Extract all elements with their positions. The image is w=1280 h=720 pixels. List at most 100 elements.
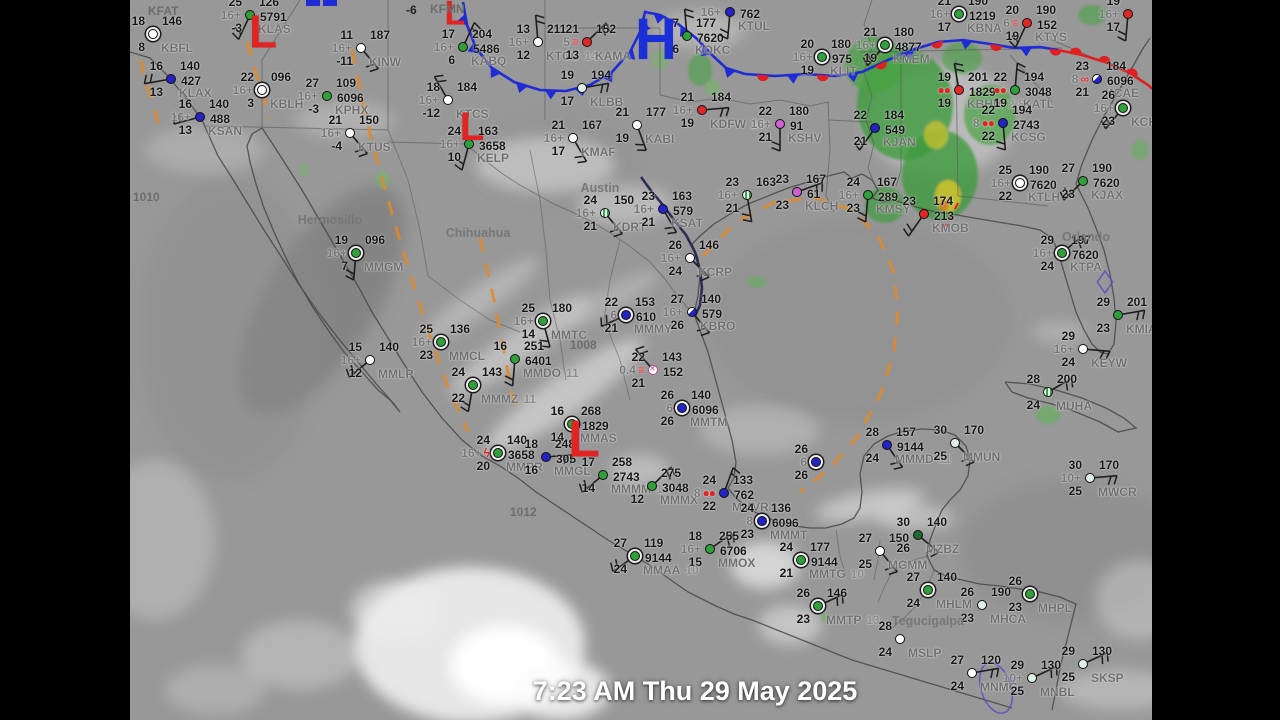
temperature: 29 — [1096, 295, 1110, 309]
pressure: 194 — [1012, 103, 1033, 117]
station-id: MSLP — [908, 646, 942, 660]
visibility-weather: 16+ — [439, 137, 460, 151]
pressure: 130 — [1092, 644, 1113, 658]
dewpoint: 8 — [138, 40, 145, 54]
cloud-height: 152 — [1037, 18, 1058, 32]
station-id: KBLH — [270, 97, 304, 111]
visibility-weather: 16+ — [700, 5, 721, 19]
station-dot — [436, 337, 446, 347]
station-id: MMPR — [506, 460, 543, 474]
pressure: 146 — [699, 238, 720, 252]
visibility-weather: 6 — [666, 401, 673, 415]
pressure: 140 — [507, 433, 528, 447]
visibility-weather: 16+ — [411, 335, 432, 349]
temperature: 25 — [228, 0, 242, 9]
city-label: Austin — [580, 181, 620, 195]
pressure: 163 — [478, 124, 499, 138]
cloud-height: 3048 — [1025, 85, 1052, 99]
dewpoint: 22 — [451, 391, 465, 405]
station-dot — [792, 187, 802, 197]
dewpoint: 23 — [1008, 600, 1022, 614]
station-dot — [647, 481, 657, 491]
dewpoint: 25 — [933, 449, 947, 463]
cloud-height: 2743 — [613, 470, 640, 484]
pressure: 174 — [933, 194, 954, 208]
station-id: MMUN — [963, 450, 1001, 464]
map-annotation: 1012 — [510, 505, 537, 519]
station-dot — [345, 128, 355, 138]
station-dot — [954, 85, 964, 95]
temperature: 27 — [858, 531, 872, 545]
temperature: 18 — [131, 14, 145, 28]
pressure: 167 — [877, 175, 898, 189]
dewpoint: 7 — [341, 259, 348, 273]
cloud-height: 1219 — [969, 9, 996, 23]
cloud-height: 152 — [663, 365, 684, 379]
pressure: 184 — [884, 108, 905, 122]
station-id: KJAX — [1091, 188, 1124, 202]
temperature: 29 — [1010, 658, 1024, 672]
station-dot — [443, 95, 453, 105]
cloud-height: 213 — [934, 209, 955, 223]
dewpoint: 23 — [740, 527, 754, 541]
dewpoint: 12 — [630, 492, 644, 506]
dewpoint: 24 — [865, 451, 879, 465]
station-id: KMAF — [581, 145, 616, 159]
cloud-height: 427 — [181, 74, 202, 88]
station-id: MMTG 10 — [809, 567, 865, 581]
temperature: 19 — [937, 70, 951, 84]
pressure: 163 — [672, 189, 693, 203]
station-id: MMTP 13 — [826, 613, 880, 627]
station-dot — [1123, 9, 1133, 19]
station-dot — [648, 365, 658, 375]
station-id: KABQ — [471, 54, 507, 68]
pressure: 180 — [894, 25, 915, 39]
pressure: 136 — [771, 501, 792, 515]
station-id: KMEM — [893, 52, 930, 66]
station-id: MMMZ 11 — [481, 392, 537, 406]
station-dot — [677, 403, 687, 413]
map-annotation: 1010 — [133, 190, 160, 204]
cloud-height: 6096 — [772, 516, 799, 530]
station-id: KCRP — [698, 265, 733, 279]
dewpoint: 24 — [613, 562, 627, 576]
temperature: 18 — [688, 529, 702, 543]
dewpoint: 16 — [524, 463, 538, 477]
dewpoint: 6 — [672, 42, 679, 56]
dewpoint: 19 — [615, 131, 629, 145]
dewpoint: -11 — [336, 54, 353, 68]
temperature: 28 — [1026, 372, 1040, 386]
station-id: MMAA 10 — [643, 563, 699, 577]
dewpoint: -12 — [422, 106, 440, 120]
front-edge-pip — [323, 0, 337, 6]
station-id: KPHX — [335, 103, 369, 117]
temperature: 26 — [960, 585, 974, 599]
dewpoint: 6 — [448, 53, 455, 67]
station-dot — [954, 9, 964, 19]
dewpoint: 23 — [1101, 114, 1115, 128]
dewpoint: 24 — [878, 645, 892, 659]
visibility-weather: 16+ — [220, 8, 241, 22]
station-dot — [813, 601, 823, 611]
station-dot — [923, 585, 933, 595]
temperature: 24 — [779, 540, 793, 554]
visibility-weather: 8 ●● — [693, 486, 716, 500]
temperature: 23 — [641, 189, 655, 203]
dewpoint: 25 — [858, 557, 872, 571]
temperature: 28 — [865, 425, 879, 439]
visibility-weather: 6 — [610, 308, 617, 322]
cloud-height: 762 — [734, 488, 755, 502]
temperature: 23 — [902, 194, 916, 208]
timestamp: 7:23 AM Thu 29 May 2025 — [532, 676, 858, 706]
pressure: 201 — [1127, 295, 1148, 309]
pressure: 157 — [896, 425, 917, 439]
temperature: 20 — [800, 37, 814, 51]
pressure: 255 — [719, 529, 740, 543]
pressure: 152 — [596, 22, 617, 36]
temperature: 22 — [993, 70, 1007, 84]
cloud-height: 9144 — [897, 440, 924, 454]
cloud-height: 1829 — [969, 85, 996, 99]
pressure: 140 — [209, 97, 230, 111]
dewpoint: 19 — [863, 51, 877, 65]
